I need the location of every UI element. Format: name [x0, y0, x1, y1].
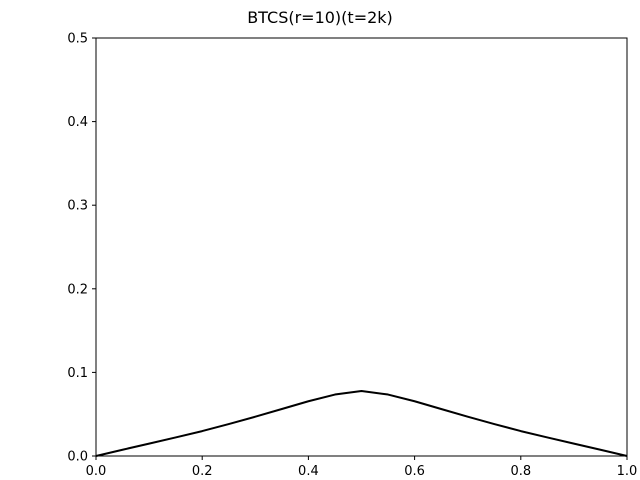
- y-tick-label: 0.4: [67, 115, 88, 130]
- x-axis: 0.0 0.2 0.4 0.6 0.8 1.0: [86, 456, 638, 479]
- x-tick-label: 0.0: [86, 464, 107, 479]
- y-tick-label: 0.0: [67, 450, 88, 465]
- x-tick-label: 0.2: [192, 464, 213, 479]
- y-tick-label: 0.1: [67, 366, 88, 381]
- x-tick-label: 0.8: [510, 464, 531, 479]
- y-axis: 0.0 0.1 0.2 0.3 0.4 0.5: [67, 32, 96, 465]
- plot-area: [95, 389, 628, 457]
- x-tick-label: 0.4: [298, 464, 319, 479]
- series-line-0: [95, 389, 628, 457]
- axes-frame: [95, 37, 628, 457]
- y-tick-label: 0.3: [67, 199, 88, 214]
- x-tick-label: 1.0: [617, 464, 638, 479]
- x-tick-label: 0.6: [404, 464, 425, 479]
- chart-title: BTCS(r=10)(t=2k): [247, 8, 393, 27]
- y-tick-label: 0.5: [67, 32, 88, 47]
- y-tick-label: 0.2: [67, 282, 88, 297]
